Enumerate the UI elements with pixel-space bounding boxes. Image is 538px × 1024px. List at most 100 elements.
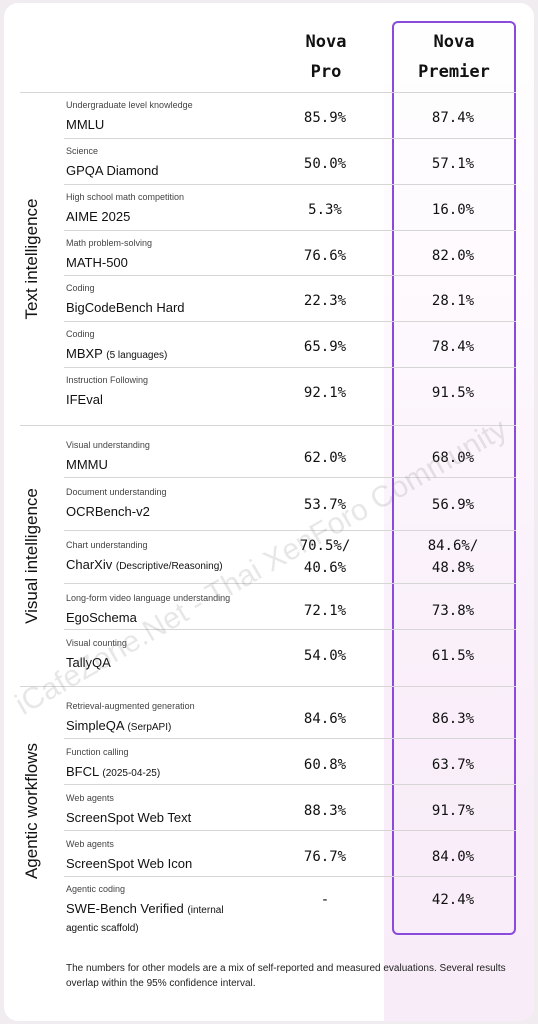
value-nova-pro: 76.7% xyxy=(303,849,347,865)
value-nova-pro: 5.3% xyxy=(308,202,342,218)
row-divider xyxy=(64,477,516,478)
row-category: Function calling xyxy=(66,747,129,757)
value-nova-premier: 91.7% xyxy=(431,803,475,819)
header-pro-line2: Pro xyxy=(310,62,342,82)
row-divider xyxy=(64,275,516,276)
value-nova-pro: 70.5%/40.6% xyxy=(299,538,351,576)
header-nova-pro: Nova Pro xyxy=(276,27,376,87)
value-nova-pro: 76.6% xyxy=(303,248,347,264)
section-label-visual: Visual intelligence xyxy=(22,488,41,624)
value-nova-pro: 22.3% xyxy=(303,293,347,309)
value-nova-pro: 53.7% xyxy=(303,497,347,513)
row-divider xyxy=(64,138,516,139)
row-benchmark-name: SimpleQA (SerpAPI) xyxy=(66,718,172,733)
row-benchmark-name: MATH-500 xyxy=(66,255,128,270)
row-category: Agentic coding xyxy=(66,884,126,894)
premier-column-outline xyxy=(392,21,516,935)
value-nova-premier: 16.0% xyxy=(431,202,475,218)
row-benchmark-name: CharXiv (Descriptive/Reasoning) xyxy=(66,557,223,572)
row-category: Math problem-solving xyxy=(66,238,153,248)
value-nova-premier: 56.9% xyxy=(431,497,475,513)
row-benchmark-name: ScreenSpot Web Icon xyxy=(66,856,193,871)
row-benchmark-name: OCRBench-v2 xyxy=(66,504,150,519)
benchmark-card: Nova Pro Nova Premier Text intelligence … xyxy=(4,3,534,1021)
value-nova-pro: 50.0% xyxy=(303,156,347,172)
section-label-agentic: Agentic workflows xyxy=(22,742,41,880)
value-nova-premier: 84.0% xyxy=(431,849,475,865)
row-note: (SerpAPI) xyxy=(127,722,172,733)
row-benchmark-name: AIME 2025 xyxy=(66,209,131,224)
value-nova-premier: 86.3% xyxy=(431,711,475,727)
row-benchmark-name: GPQA Diamond xyxy=(66,163,159,178)
value-nova-premier: 68.0% xyxy=(431,450,475,466)
value-nova-pro: 72.1% xyxy=(303,603,347,619)
row-divider xyxy=(64,184,516,185)
value-nova-pro: 84.6% xyxy=(303,711,347,727)
value-nova-premier: 78.4% xyxy=(431,339,475,355)
row-divider xyxy=(64,367,516,368)
value-nova-premier: 57.1% xyxy=(431,156,475,172)
value-nova-pro: 65.9% xyxy=(303,339,347,355)
row-divider xyxy=(64,784,516,785)
row-category: Visual understanding xyxy=(66,440,150,450)
value-nova-premier: 73.8% xyxy=(431,603,475,619)
row-benchmark-name: MMLU xyxy=(66,117,105,132)
value-nova-pro: 85.9% xyxy=(303,110,347,126)
row-benchmark-name: SWE-Bench Verified (internal xyxy=(66,901,224,916)
value-nova-premier: 61.5% xyxy=(431,648,475,664)
row-note-continued: agentic scaffold) xyxy=(66,923,139,934)
row-category: Document understanding xyxy=(66,487,167,497)
row-divider xyxy=(64,629,516,630)
row-category: Coding xyxy=(66,329,95,339)
row-category: Web agents xyxy=(66,793,114,803)
row-category: Chart understanding xyxy=(66,540,148,550)
row-divider xyxy=(64,876,516,877)
row-benchmark-name: MBXP (5 languages) xyxy=(66,346,168,361)
section-label-text: Text intelligence xyxy=(22,198,41,320)
value-nova-premier: 82.0% xyxy=(431,248,475,264)
footnote: The numbers for other models are a mix o… xyxy=(66,963,506,989)
value-nova-premier: 28.1% xyxy=(431,293,475,309)
row-category: High school math competition xyxy=(66,192,185,202)
row-category: Science xyxy=(66,146,99,156)
value-nova-premier: 91.5% xyxy=(431,385,475,401)
row-benchmark-name: TallyQA xyxy=(66,655,111,670)
value-nova-pro: 88.3% xyxy=(303,803,347,819)
header-nova-premier: Nova Premier xyxy=(402,27,506,87)
header-premier-line1: Nova xyxy=(433,32,475,52)
section-divider xyxy=(20,92,516,93)
header-premier-line2: Premier xyxy=(418,62,490,82)
row-divider xyxy=(64,830,516,831)
row-category: Visual counting xyxy=(66,638,127,648)
value-nova-pro: - xyxy=(320,892,330,908)
row-note: (Descriptive/Reasoning) xyxy=(115,561,223,572)
value-nova-premier: 87.4% xyxy=(431,110,475,126)
value-nova-pro: 60.8% xyxy=(303,757,347,773)
row-divider xyxy=(64,321,516,322)
value-nova-pro: 62.0% xyxy=(303,450,347,466)
row-category: Undergraduate level knowledge xyxy=(66,100,193,110)
row-category: Long-form video language understanding xyxy=(66,593,231,603)
header-pro-line1: Nova xyxy=(305,32,347,52)
row-note: (2025-04-25) xyxy=(102,768,161,779)
value-nova-premier: 84.6%/48.8% xyxy=(427,538,479,576)
value-nova-premier: 42.4% xyxy=(431,892,475,908)
row-note: (internal xyxy=(187,905,224,916)
value-nova-pro: 92.1% xyxy=(303,385,347,401)
row-category: Web agents xyxy=(66,839,114,849)
row-divider xyxy=(64,738,516,739)
value-nova-premier: 63.7% xyxy=(431,757,475,773)
row-divider xyxy=(64,583,516,584)
row-benchmark-name: EgoSchema xyxy=(66,610,137,625)
section-divider xyxy=(20,425,516,426)
row-benchmark-name: BigCodeBench Hard xyxy=(66,300,185,315)
row-category: Retrieval-augmented generation xyxy=(66,701,195,711)
section-divider xyxy=(20,686,516,687)
premier-column-highlight xyxy=(384,3,534,1021)
row-divider xyxy=(64,230,516,231)
row-category: Coding xyxy=(66,283,95,293)
row-benchmark-name: MMMU xyxy=(66,457,108,472)
row-benchmark-name: IFEval xyxy=(66,392,103,407)
row-note: (5 languages) xyxy=(106,350,168,361)
row-divider xyxy=(64,530,516,531)
